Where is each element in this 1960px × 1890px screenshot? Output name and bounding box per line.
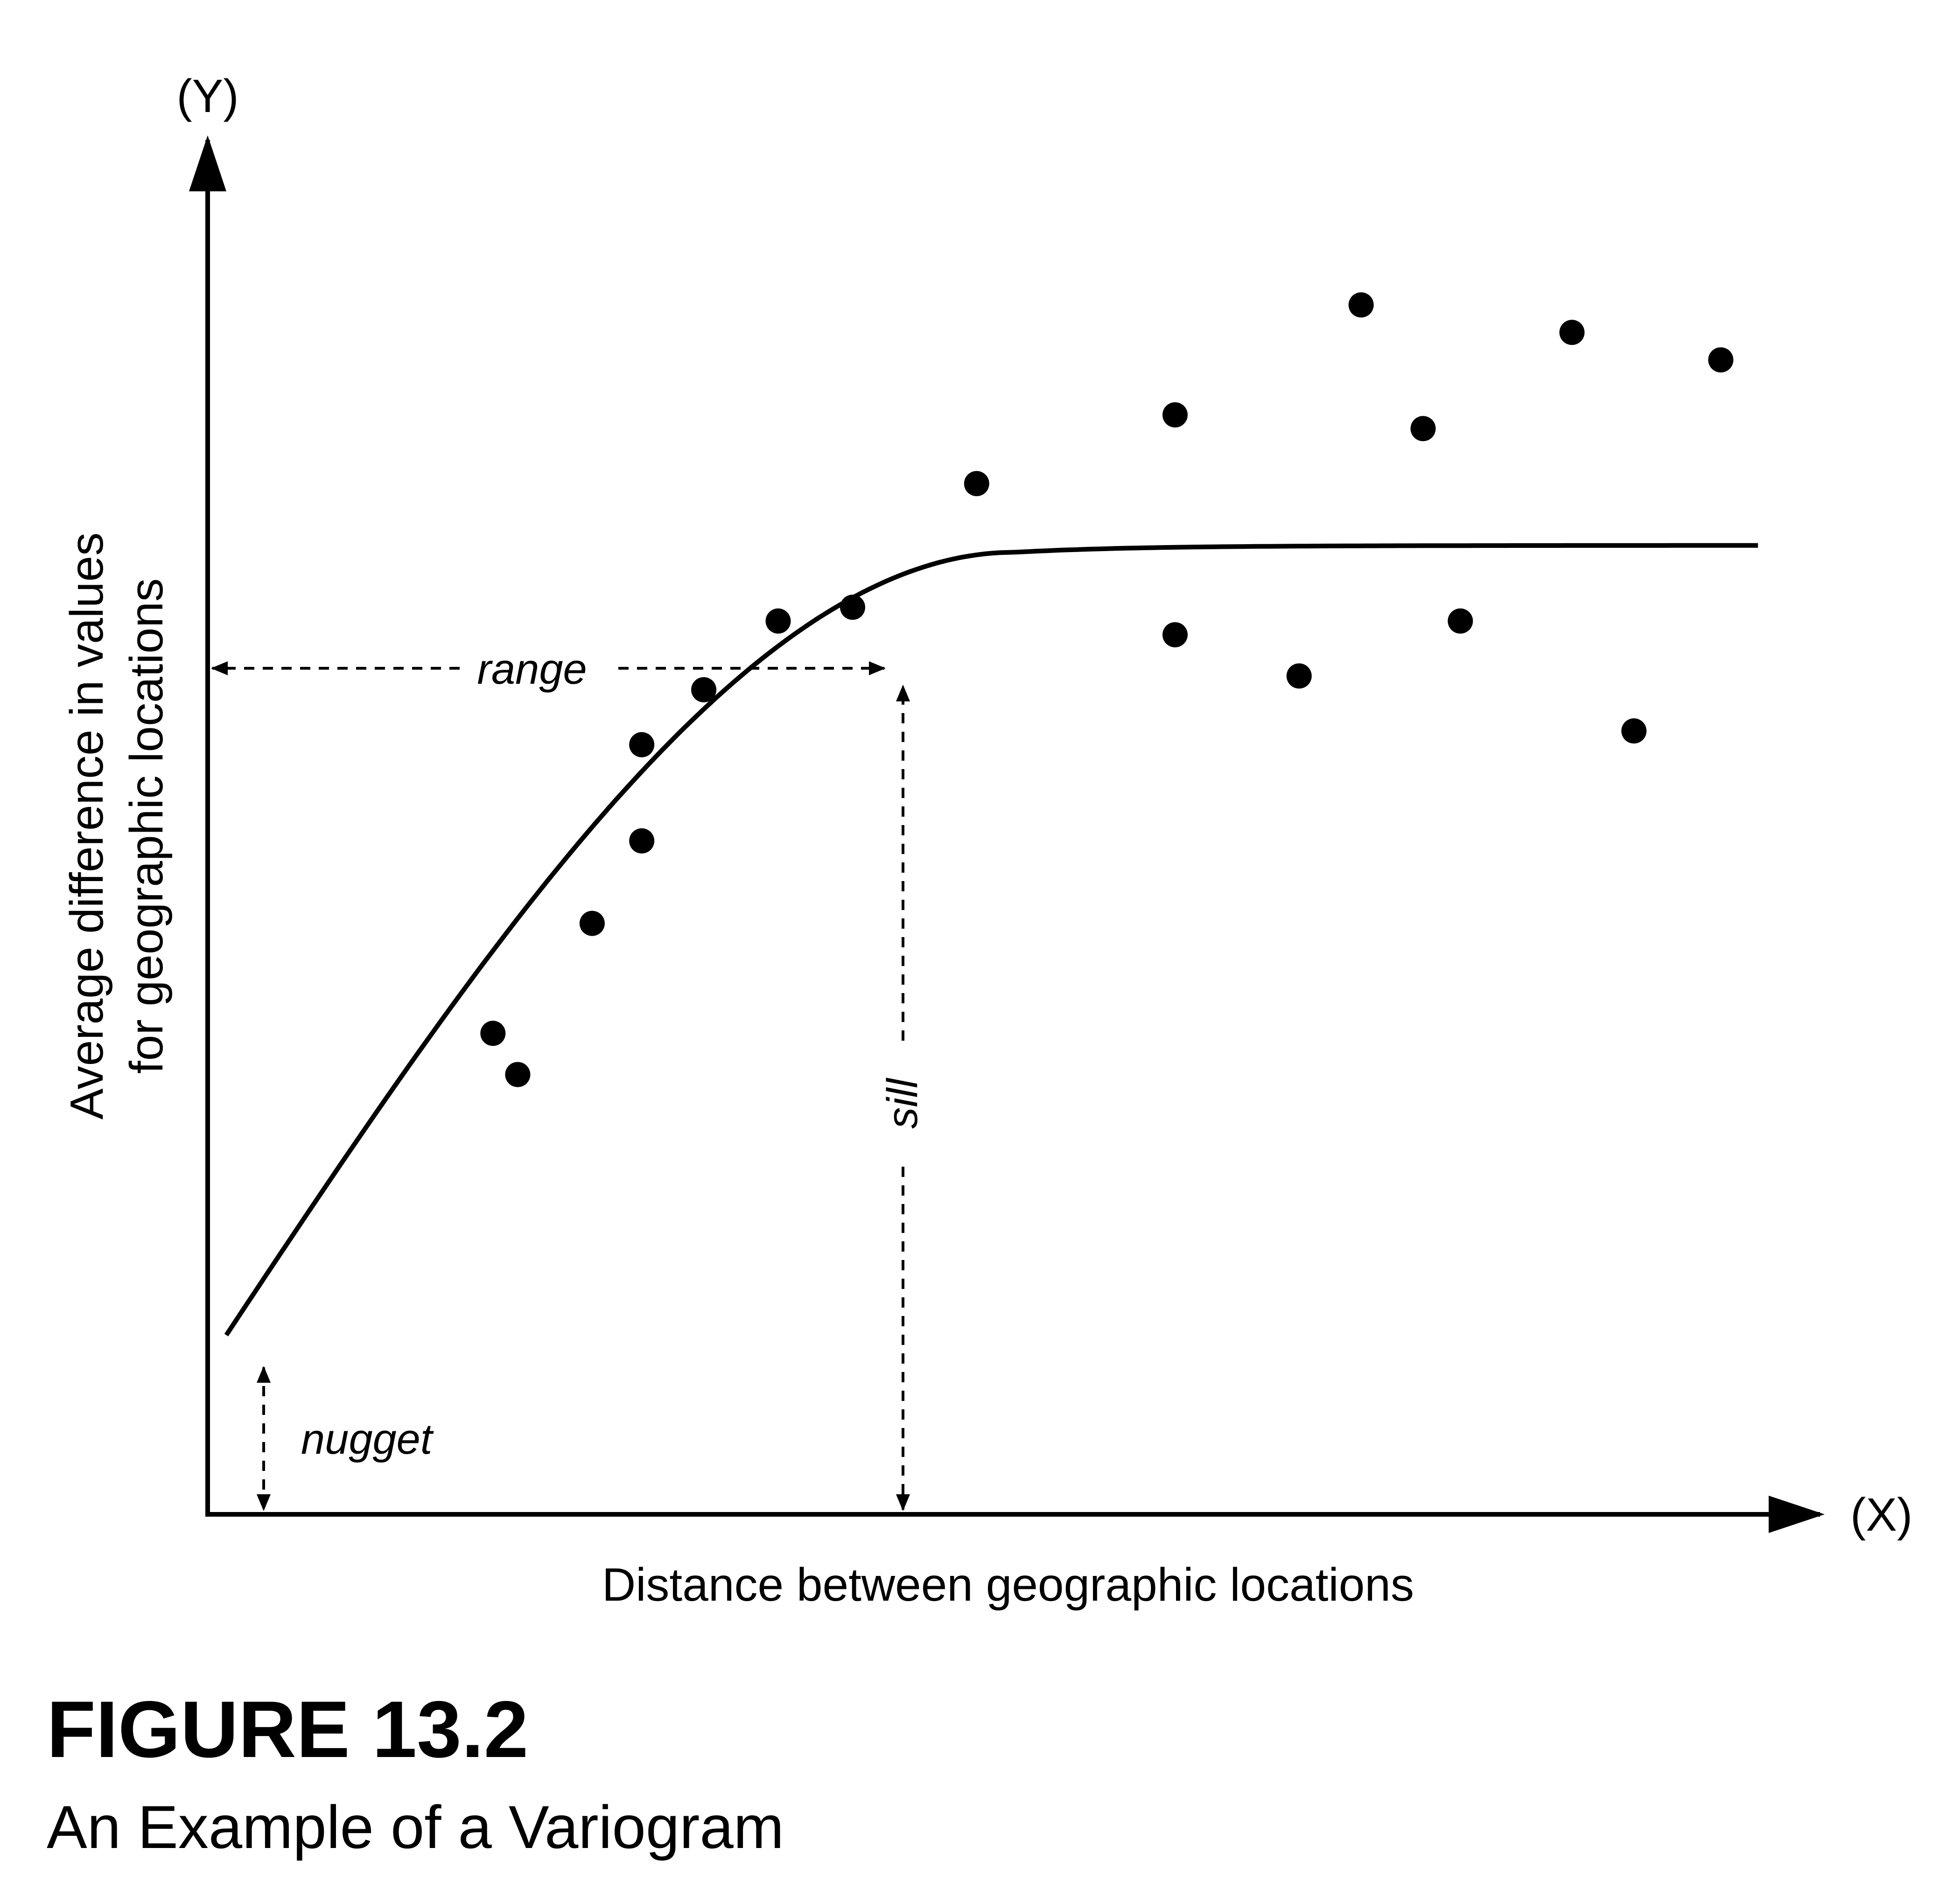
data-point xyxy=(1621,718,1647,744)
data-point xyxy=(1162,402,1188,427)
data-point xyxy=(765,608,791,634)
y-axis-label-line2: for geographic locations xyxy=(120,578,173,1074)
data-point xyxy=(1559,320,1585,345)
range-label: range xyxy=(477,645,587,693)
figure-title: FIGURE 13.2 xyxy=(47,1685,529,1774)
data-point xyxy=(1708,347,1734,373)
data-point xyxy=(1286,663,1312,689)
data-point xyxy=(1348,292,1374,318)
data-point xyxy=(579,910,605,936)
data-point xyxy=(1410,416,1436,441)
data-points xyxy=(480,292,1734,1087)
figure-caption: An Example of a Variogram xyxy=(47,1793,784,1861)
data-point xyxy=(480,1021,506,1046)
data-point xyxy=(964,471,989,497)
sill-label: sill xyxy=(879,1078,926,1129)
x-axis-label: Distance between geographic locations xyxy=(602,1559,1414,1611)
data-point xyxy=(629,828,655,854)
y-axis-label-line1: Average difference in values xyxy=(61,532,113,1120)
data-point xyxy=(840,595,865,620)
data-point xyxy=(505,1062,531,1087)
data-point xyxy=(629,732,655,757)
data-point xyxy=(1162,622,1188,648)
x-axis-marker: (X) xyxy=(1850,1489,1912,1541)
fitted-variogram-curve xyxy=(224,543,1758,1337)
y-axis-marker: (Y) xyxy=(176,70,238,122)
nugget-label: nugget xyxy=(301,1415,434,1463)
data-point xyxy=(1448,608,1473,634)
data-point xyxy=(691,677,717,702)
